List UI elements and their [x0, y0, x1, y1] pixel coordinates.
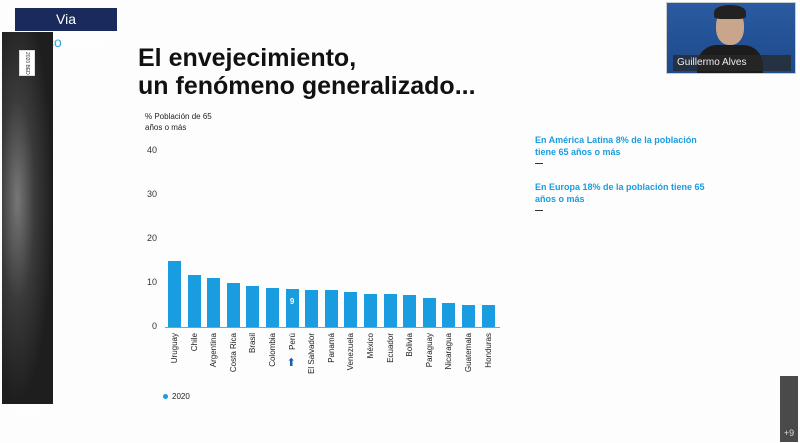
bar-uruguay: [168, 261, 181, 327]
x-tick-label: Uruguay: [170, 333, 179, 364]
y-tick-label: 30: [146, 189, 157, 199]
more-count: +9: [783, 428, 795, 438]
bar-panamá: [324, 289, 338, 327]
x-tick-label: Ecuador: [385, 333, 395, 363]
x-tick-label: Perú: [287, 333, 297, 350]
x-tick-label: El Salvador: [307, 333, 317, 374]
participant-video[interactable]: Guillermo Alves: [666, 2, 796, 74]
via-text: Via: [56, 11, 76, 27]
legend-dot: [163, 394, 168, 399]
bar-paraguay: [422, 297, 436, 327]
bar-perú: [285, 288, 299, 327]
note-latam: En América Latina 8% de la población tie…: [535, 135, 697, 157]
chart-legend: 2020: [163, 392, 190, 401]
note-europe: En Europa 18% de la población tiene 65 a…: [535, 182, 705, 204]
y-tick-label: 20: [146, 233, 157, 243]
x-tick-label: Costa Rica: [228, 333, 238, 373]
slide-title: El envejecimiento, un fenómeno generaliza…: [138, 44, 476, 100]
x-tick-label: México: [366, 333, 375, 359]
bar-méxico: [364, 293, 377, 327]
x-tick-label: Venezuela: [346, 333, 356, 371]
bar-brasil: [246, 286, 260, 327]
legend-label: 2020: [172, 392, 190, 401]
title-line-2: un fenómeno generalizado...: [138, 72, 476, 100]
webex-banner: Via CiscoWebex: [15, 8, 117, 50]
note-divider: [535, 163, 543, 164]
bar-colombia: [266, 287, 279, 327]
y-tick-label: 40: [146, 145, 157, 155]
y-tick-label: 10: [146, 277, 157, 287]
x-tick-label: Honduras: [483, 333, 493, 368]
x-tick-label: Brasil: [248, 333, 258, 354]
more-participants-button[interactable]: +9: [780, 376, 798, 442]
bar-honduras: [481, 305, 495, 327]
webex-text: Webex: [61, 34, 106, 50]
y-axis-label: % Población de 65 años o más: [145, 112, 212, 132]
x-tick-label: Argentina: [209, 333, 219, 368]
bar-ecuador: [383, 293, 397, 327]
x-tick-label: Bolivia: [405, 333, 415, 357]
bar-venezuela: [344, 292, 358, 327]
caf-logo: CAF: [16, 402, 43, 417]
bar-argentina: [207, 277, 221, 327]
x-tick-label: Nicaragua: [444, 333, 454, 370]
bar-bolivia: [403, 294, 417, 327]
x-tick-label: Colombia: [268, 333, 277, 367]
participant-name: Guillermo Alves: [673, 55, 791, 71]
bar-costa-rica: [226, 283, 240, 327]
y-tick-label: 0: [151, 321, 157, 331]
bar-chile: [187, 274, 201, 327]
year-badge: 2020 BED: [19, 50, 35, 76]
x-tick-label: Paraguay: [424, 333, 434, 368]
x-tick-label: Guatemala: [464, 333, 473, 373]
title-line-1: El envejecimiento,: [138, 44, 357, 72]
participant-hair: [714, 5, 746, 19]
x-tick-label: Chile: [189, 333, 199, 352]
up-arrow-icon: ⬆: [286, 357, 296, 369]
bar-guatemala: [462, 305, 475, 327]
slide-side-photo: 2020 BED CAF: [2, 32, 53, 417]
note-divider: [535, 210, 543, 211]
bar-data-label: 9: [289, 296, 295, 306]
bar-el-salvador: [305, 289, 319, 327]
x-axis-line: [165, 327, 500, 328]
x-tick-label: Panamá: [326, 333, 336, 363]
bar-nicaragua: [442, 303, 456, 327]
